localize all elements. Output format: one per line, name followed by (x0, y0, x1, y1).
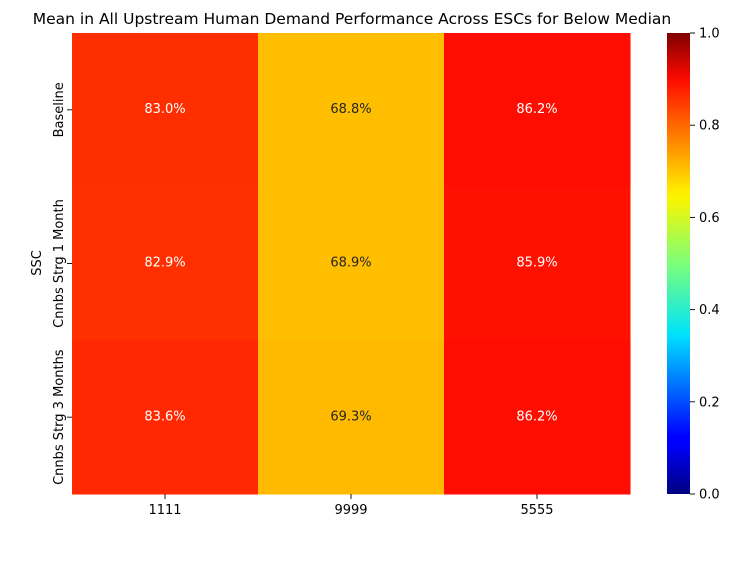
cell-value-label: 69.3% (330, 409, 371, 424)
heatmap-cell (444, 33, 631, 188)
colorbar-tick-label: 0.6 (699, 211, 720, 226)
cell-value-label: 83.0% (144, 102, 185, 117)
heatmap-cell (258, 33, 445, 188)
heatmap-cell (444, 186, 631, 341)
y-axis: Baseline Cnnbs Strg 1 Month Cnnbs Strg 3 M… (52, 82, 72, 485)
cell-value-label: 86.2% (516, 102, 557, 117)
cell-value-label: 85.9% (516, 256, 557, 271)
colorbar-tick-label: 0.4 (699, 303, 720, 318)
cell-value-label: 83.6% (144, 409, 185, 424)
heatmap-cells (72, 33, 631, 495)
cell-value-label: 82.9% (144, 256, 185, 271)
colorbar-tick-label: 0.8 (699, 119, 720, 134)
x-axis: 1111 9999 5555 (148, 494, 554, 518)
y-tick-label: Cnnbs Strg 3 Months (52, 349, 67, 485)
x-tick-label: 1111 (148, 503, 181, 518)
cell-value-label: 68.9% (330, 256, 371, 271)
colorbar-tick-label: 0.0 (699, 488, 720, 503)
heatmap-cell (444, 340, 631, 495)
heatmap-cell (258, 340, 445, 495)
heatmap-cell (258, 186, 445, 341)
heatmap-cell (72, 33, 259, 188)
heatmap-cell-labels: 83.0% 68.8% 86.2% 82.9% 68.9% 85.9% 83.6% 69.3%… (144, 102, 557, 424)
y-axis-label: SSC (30, 250, 45, 276)
heatmap-cell (72, 340, 259, 495)
cell-value-label: 68.8% (330, 102, 371, 117)
chart-title: Mean in All Upstream Human Demand Perfor… (33, 10, 672, 28)
colorbar-axis: 0.0 0.2 0.4 0.6 0.8 1.0 (690, 27, 720, 503)
x-tick-label: 9999 (334, 503, 367, 518)
heatmap-cell (72, 186, 259, 341)
y-tick-label: Cnnbs Strg 1 Month (52, 199, 67, 328)
colorbar-tick-label: 1.0 (699, 27, 720, 42)
colorbar (667, 33, 690, 494)
x-tick-label: 5555 (520, 503, 553, 518)
cell-value-label: 86.2% (516, 409, 557, 424)
colorbar-tick-label: 0.2 (699, 395, 720, 410)
y-tick-label: Baseline (52, 82, 67, 137)
